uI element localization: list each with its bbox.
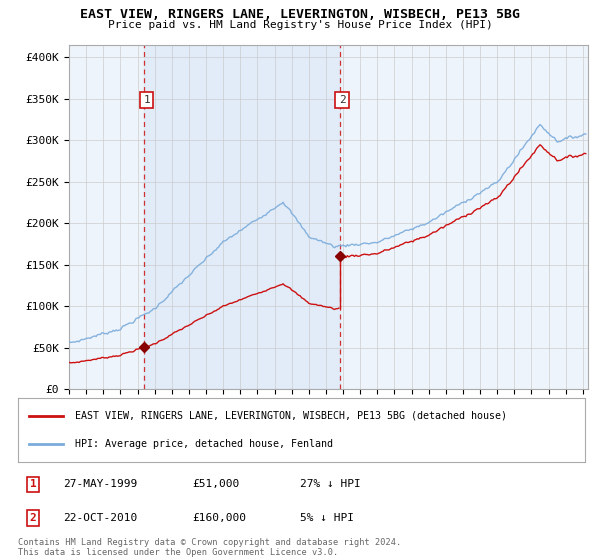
Text: 22-OCT-2010: 22-OCT-2010 (63, 513, 137, 523)
Text: £51,000: £51,000 (192, 479, 239, 489)
Text: EAST VIEW, RINGERS LANE, LEVERINGTON, WISBECH, PE13 5BG: EAST VIEW, RINGERS LANE, LEVERINGTON, WI… (80, 8, 520, 21)
Text: 1: 1 (143, 95, 150, 105)
Text: 27% ↓ HPI: 27% ↓ HPI (300, 479, 361, 489)
Text: Price paid vs. HM Land Registry's House Price Index (HPI): Price paid vs. HM Land Registry's House … (107, 20, 493, 30)
Text: 27-MAY-1999: 27-MAY-1999 (63, 479, 137, 489)
Text: 2: 2 (339, 95, 346, 105)
Bar (144, 45, 340, 389)
Text: EAST VIEW, RINGERS LANE, LEVERINGTON, WISBECH, PE13 5BG (detached house): EAST VIEW, RINGERS LANE, LEVERINGTON, WI… (75, 410, 506, 421)
Text: HPI: Average price, detached house, Fenland: HPI: Average price, detached house, Fenl… (75, 439, 332, 449)
Text: 5% ↓ HPI: 5% ↓ HPI (300, 513, 354, 523)
Text: 1: 1 (29, 479, 37, 489)
Text: Contains HM Land Registry data © Crown copyright and database right 2024.
This d: Contains HM Land Registry data © Crown c… (18, 538, 401, 557)
Text: £160,000: £160,000 (192, 513, 246, 523)
Text: 2: 2 (29, 513, 37, 523)
